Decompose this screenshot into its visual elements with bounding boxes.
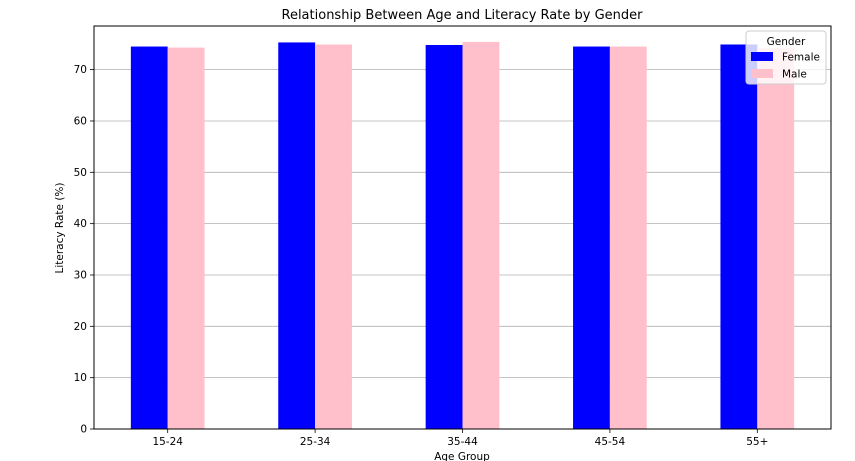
y-tick-label: 20 (74, 321, 87, 333)
legend-title: Gender (767, 36, 806, 48)
x-tick-label: 15-24 (152, 436, 183, 448)
legend-label-male: Male (782, 69, 807, 81)
chart-title: Relationship Between Age and Literacy Ra… (282, 8, 644, 23)
legend-swatch-female (751, 52, 773, 61)
legend-label-female: Female (782, 52, 820, 64)
bar-female-35-44 (425, 44, 463, 429)
bar-male-25-34 (315, 44, 352, 429)
y-tick-label: 70 (74, 64, 87, 76)
y-tick-label: 60 (74, 115, 87, 127)
y-axis-label: Literacy Rate (%) (54, 182, 66, 273)
y-tick-label: 0 (80, 424, 87, 436)
y-axis-ticks: 0 10 20 30 40 50 60 70 (74, 64, 94, 436)
x-tick-label: 45-54 (595, 436, 626, 448)
bar-male-45-54 (609, 46, 647, 429)
x-axis-ticks: 15-24 25-34 35-44 45-54 55+ (152, 429, 768, 448)
bar-female-55+ (720, 44, 758, 429)
x-axis-label: Age Group (434, 451, 490, 461)
x-tick-label: 25-34 (300, 436, 331, 448)
bar-male-15-24 (167, 47, 205, 430)
legend-swatch-male (751, 69, 773, 78)
y-tick-label: 10 (74, 372, 87, 384)
bars (130, 41, 795, 430)
bar-female-25-34 (278, 42, 316, 429)
bar-female-45-54 (573, 46, 610, 429)
y-tick-label: 30 (74, 269, 87, 281)
legend: Gender Female Male (745, 30, 827, 85)
y-tick-label: 50 (74, 167, 87, 179)
bar-female-15-24 (130, 46, 168, 429)
y-tick-label: 40 (74, 218, 87, 230)
bar-male-55+ (757, 48, 795, 429)
bar-male-35-44 (462, 41, 500, 430)
x-tick-label: 55+ (746, 436, 768, 448)
x-tick-label: 35-44 (447, 436, 478, 448)
